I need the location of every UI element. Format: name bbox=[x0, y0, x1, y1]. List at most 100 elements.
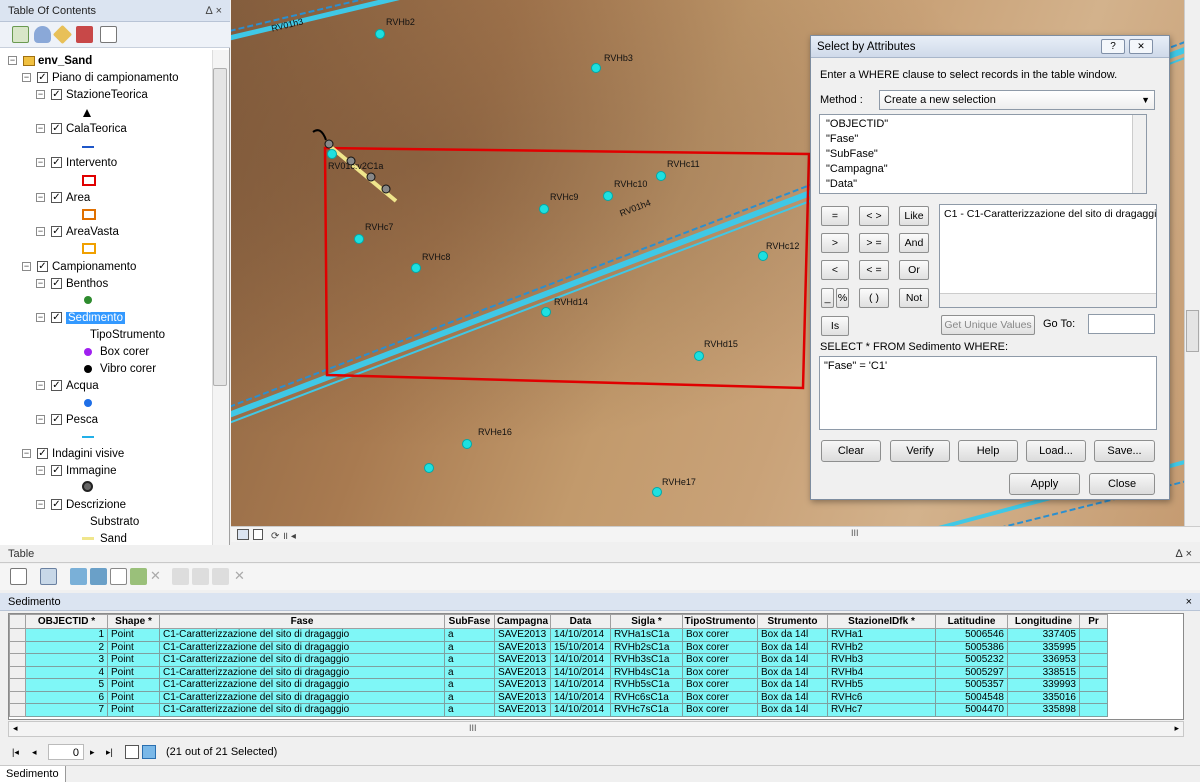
station-point-rvhd14[interactable] bbox=[541, 307, 551, 317]
table-cell[interactable]: a bbox=[444, 640, 495, 654]
table-cell[interactable] bbox=[1079, 703, 1108, 717]
station-point-rvhc7[interactable] bbox=[354, 234, 364, 244]
fields-listbox[interactable]: "OBJECTID" "Fase" "SubFase" "Campagna" "… bbox=[819, 114, 1147, 194]
table-row[interactable]: 3 Point C1-Caratterizzazione del sito di d… bbox=[9, 653, 1108, 667]
field-item[interactable]: "Fase" bbox=[826, 133, 859, 145]
table-cell[interactable]: SAVE2013 bbox=[494, 678, 551, 692]
value-item[interactable]: C1 - C1-Caratterizzazione del sito di dr… bbox=[944, 208, 1157, 220]
table-cell[interactable]: Box corer bbox=[682, 703, 758, 717]
table-cell[interactable]: 336953 bbox=[1007, 653, 1080, 667]
table-cell[interactable]: Box da 14l bbox=[757, 678, 828, 692]
table-cell[interactable]: C1-Caratterizzazione del sito di dragagg… bbox=[159, 640, 445, 654]
unique-values-listbox[interactable]: C1 - C1-Caratterizzazione del sito di dr… bbox=[939, 204, 1157, 308]
switch-selection-icon[interactable] bbox=[90, 568, 107, 585]
load-button[interactable]: Load... bbox=[1026, 440, 1086, 462]
column-header[interactable]: Pr bbox=[1079, 614, 1108, 629]
toc-root-env-sand[interactable]: − env_Sand bbox=[8, 55, 93, 67]
table-tab-sedimento[interactable]: Sedimento bbox=[8, 596, 61, 608]
toc-scrollbar-thumb[interactable] bbox=[213, 68, 227, 386]
table-cell[interactable]: Box corer bbox=[682, 628, 758, 642]
table-cell[interactable]: SAVE2013 bbox=[494, 640, 551, 654]
table-cell[interactable]: Box corer bbox=[682, 665, 758, 679]
remove-icon[interactable]: ✕ bbox=[234, 568, 245, 583]
layout-view-icon[interactable] bbox=[253, 529, 263, 540]
table-cell[interactable]: 3 bbox=[25, 653, 108, 667]
show-selected-records-icon[interactable] bbox=[142, 745, 156, 759]
related-tables-icon[interactable] bbox=[40, 568, 57, 585]
table-cell[interactable]: Point bbox=[107, 653, 160, 667]
copy-selected-icon[interactable] bbox=[172, 568, 189, 585]
table-row[interactable]: 1 Point C1-Caratterizzazione del sito di d… bbox=[9, 628, 1108, 642]
row-selector[interactable] bbox=[9, 665, 26, 679]
toc-item-indagini-visive[interactable]: − ✓ Indagini visive bbox=[22, 448, 125, 460]
table-cell[interactable]: Point bbox=[107, 678, 160, 692]
table-cell[interactable]: 7 bbox=[25, 703, 108, 717]
station-point-rvhc8[interactable] bbox=[411, 263, 421, 273]
table-row[interactable]: 7 Point C1-Caratterizzazione del sito di d… bbox=[9, 703, 1108, 717]
table-horizontal-scrollbar[interactable]: ◂ III ▸ bbox=[8, 721, 1184, 737]
table-cell[interactable]: 5006546 bbox=[935, 628, 1008, 642]
help-button[interactable]: Help bbox=[958, 440, 1018, 462]
column-header[interactable]: SubFase bbox=[444, 614, 495, 629]
select-by-attributes-icon[interactable] bbox=[70, 568, 87, 585]
table-cell[interactable]: RVHb3sC1a bbox=[610, 653, 683, 667]
save-button[interactable]: Save... bbox=[1094, 440, 1155, 462]
field-item[interactable]: "Campagna" bbox=[826, 163, 888, 175]
method-dropdown[interactable]: Create a new selection ▼ bbox=[879, 90, 1155, 110]
like-button[interactable]: Like bbox=[899, 206, 929, 226]
table-cell[interactable]: SAVE2013 bbox=[494, 665, 551, 679]
table-cell[interactable]: 5004470 bbox=[935, 703, 1008, 717]
table-cell[interactable]: RVHb4 bbox=[827, 665, 936, 679]
not-button[interactable]: Not bbox=[899, 288, 929, 308]
table-cell[interactable]: 4 bbox=[25, 665, 108, 679]
table-cell[interactable]: a bbox=[444, 653, 495, 667]
table-cell[interactable]: C1-Caratterizzazione del sito di dragagg… bbox=[159, 678, 445, 692]
table-cell[interactable]: C1-Caratterizzazione del sito di dragagg… bbox=[159, 703, 445, 717]
table-cell[interactable]: 14/10/2014 bbox=[550, 690, 611, 704]
table-cell[interactable]: a bbox=[444, 690, 495, 704]
table-cell[interactable]: a bbox=[444, 665, 495, 679]
table-cell[interactable] bbox=[1079, 678, 1108, 692]
table-cell[interactable]: Point bbox=[107, 640, 160, 654]
toc-item-area[interactable]: − ✓ Area bbox=[36, 192, 91, 204]
field-item[interactable]: "Data" bbox=[826, 178, 858, 190]
table-cell[interactable]: Box da 14l bbox=[757, 703, 828, 717]
table-row[interactable]: 6 Point C1-Caratterizzazione del sito di d… bbox=[9, 690, 1108, 704]
table-cell[interactable]: a bbox=[444, 628, 495, 642]
column-header[interactable]: Strumento bbox=[757, 614, 828, 629]
table-cell[interactable]: RVHb5 bbox=[827, 678, 936, 692]
table-cell[interactable] bbox=[1079, 665, 1108, 679]
table-cell[interactable] bbox=[1079, 640, 1108, 654]
row-selector[interactable] bbox=[9, 640, 26, 654]
record-number-input[interactable]: 0 bbox=[48, 744, 84, 760]
column-header[interactable]: Fase bbox=[159, 614, 445, 629]
next-record-icon[interactable]: ▸ bbox=[90, 747, 95, 757]
station-point-rvhc10[interactable] bbox=[603, 191, 613, 201]
table-cell[interactable]: 335898 bbox=[1007, 703, 1080, 717]
table-cell[interactable]: Point bbox=[107, 703, 160, 717]
table-cell[interactable]: 5 bbox=[25, 678, 108, 692]
table-cell[interactable]: 335016 bbox=[1007, 690, 1080, 704]
list-by-selection-icon[interactable] bbox=[76, 26, 93, 43]
table-cell[interactable]: Point bbox=[107, 628, 160, 642]
table-cell[interactable]: 5005297 bbox=[935, 665, 1008, 679]
toc-item-intervento[interactable]: − ✓ Intervento bbox=[36, 157, 118, 169]
table-cell[interactable] bbox=[1079, 690, 1108, 704]
apply-button[interactable]: Apply bbox=[1009, 473, 1080, 495]
station-point-rvhd15[interactable] bbox=[694, 351, 704, 361]
list-by-source-icon[interactable] bbox=[34, 26, 51, 43]
toc-item-calateorica[interactable]: − ✓ CalaTeorica bbox=[36, 123, 127, 135]
table-cell[interactable]: RVHc7 bbox=[827, 703, 936, 717]
table-cell[interactable]: Box da 14l bbox=[757, 665, 828, 679]
greater-equal-button[interactable]: > = bbox=[859, 233, 889, 253]
percent-button[interactable]: % bbox=[836, 288, 849, 308]
column-header[interactable]: OBJECTID * bbox=[25, 614, 108, 629]
row-selector[interactable] bbox=[9, 628, 26, 642]
table-cell[interactable]: a bbox=[444, 703, 495, 717]
station-point-rvhb2[interactable] bbox=[375, 29, 385, 39]
table-cell[interactable]: Box da 14l bbox=[757, 653, 828, 667]
table-cell[interactable]: a bbox=[444, 678, 495, 692]
table-cell[interactable]: RVHb3 bbox=[827, 653, 936, 667]
map-scroll-thumb[interactable] bbox=[1186, 310, 1199, 352]
toc-item-piano-di-campionamento[interactable]: − ✓ Piano di campionamento bbox=[22, 72, 179, 84]
